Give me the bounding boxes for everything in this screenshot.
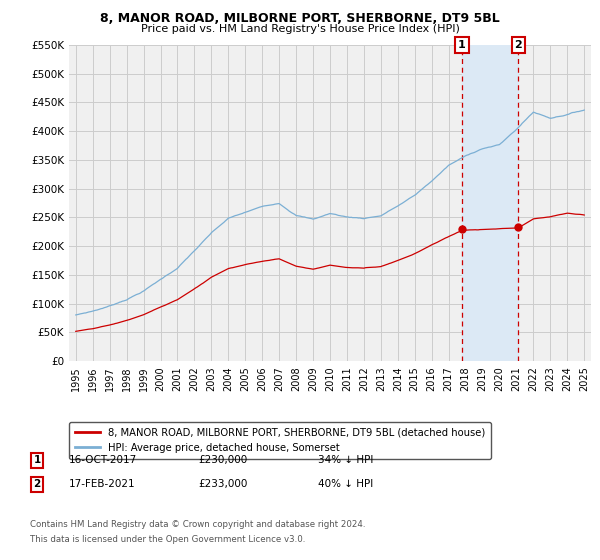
Bar bbox=[462, 45, 518, 361]
Text: £230,000: £230,000 bbox=[198, 455, 247, 465]
Text: 17-FEB-2021: 17-FEB-2021 bbox=[69, 479, 136, 489]
Text: 8, MANOR ROAD, MILBORNE PORT, SHERBORNE, DT9 5BL: 8, MANOR ROAD, MILBORNE PORT, SHERBORNE,… bbox=[100, 12, 500, 25]
Text: 16-OCT-2017: 16-OCT-2017 bbox=[69, 455, 137, 465]
Legend: 8, MANOR ROAD, MILBORNE PORT, SHERBORNE, DT9 5BL (detached house), HPI: Average : 8, MANOR ROAD, MILBORNE PORT, SHERBORNE,… bbox=[69, 422, 491, 459]
Text: 34% ↓ HPI: 34% ↓ HPI bbox=[318, 455, 373, 465]
Text: Contains HM Land Registry data © Crown copyright and database right 2024.: Contains HM Land Registry data © Crown c… bbox=[30, 520, 365, 529]
Text: This data is licensed under the Open Government Licence v3.0.: This data is licensed under the Open Gov… bbox=[30, 535, 305, 544]
Text: 1: 1 bbox=[34, 455, 41, 465]
Text: 1: 1 bbox=[458, 40, 466, 50]
Text: 40% ↓ HPI: 40% ↓ HPI bbox=[318, 479, 373, 489]
Text: 2: 2 bbox=[515, 40, 523, 50]
Text: £233,000: £233,000 bbox=[198, 479, 247, 489]
Text: 2: 2 bbox=[34, 479, 41, 489]
Text: Price paid vs. HM Land Registry's House Price Index (HPI): Price paid vs. HM Land Registry's House … bbox=[140, 24, 460, 34]
